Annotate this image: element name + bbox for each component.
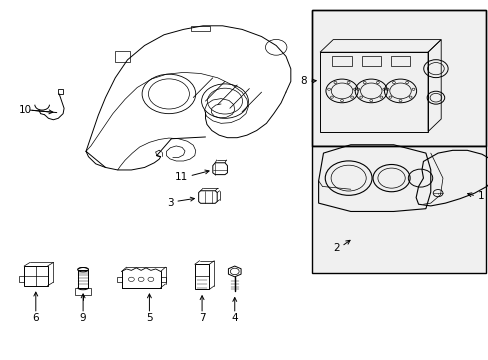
Text: 9: 9	[80, 313, 86, 323]
Bar	[311, 10, 485, 146]
Text: 4: 4	[231, 313, 238, 323]
Text: 10: 10	[19, 105, 32, 115]
Text: 5: 5	[146, 313, 152, 323]
Text: 11: 11	[175, 172, 188, 182]
Text: 8: 8	[300, 76, 306, 86]
Text: 2: 2	[332, 243, 339, 253]
Text: 7: 7	[198, 313, 205, 323]
Bar	[311, 146, 485, 273]
Text: 6: 6	[32, 313, 39, 323]
Text: 3: 3	[167, 198, 173, 208]
Bar	[311, 10, 485, 146]
Text: 1: 1	[477, 191, 483, 201]
